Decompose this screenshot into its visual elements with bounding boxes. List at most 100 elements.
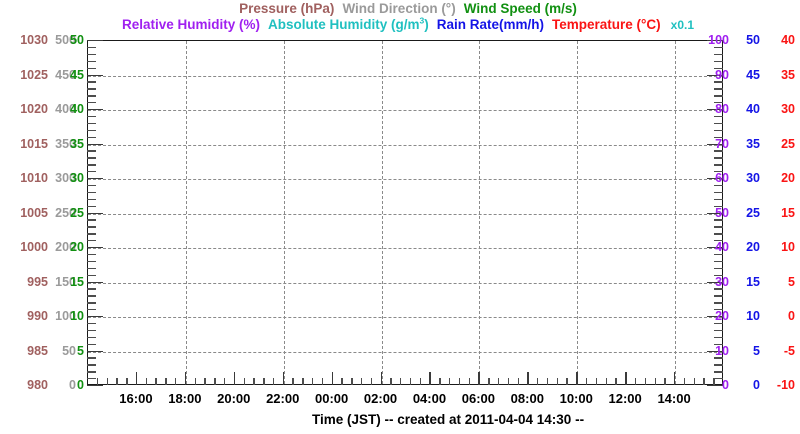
- ytick-label-relative-humidity: 60: [715, 170, 729, 185]
- ytick-minor-left: [87, 95, 96, 97]
- xtick-minor: [497, 378, 500, 385]
- ytick-minor-left: [87, 329, 96, 332]
- ytick-label-temperature: 0: [788, 308, 795, 323]
- xtick-label: 10:00: [559, 391, 593, 406]
- ytick-label-relative-humidity: 10: [715, 343, 729, 358]
- ytick-minor-left: [87, 240, 96, 242]
- xtick-minor: [517, 378, 519, 385]
- ytick-label-rain-rate: 30: [746, 170, 760, 185]
- ytick-minor-left: [87, 309, 96, 311]
- ytick-minor-right: [714, 357, 723, 359]
- ytick-major-right: [707, 316, 723, 318]
- ytick-major-right: [707, 109, 723, 111]
- xtick-label: 08:00: [510, 391, 544, 406]
- vertical-gridline: [675, 41, 677, 384]
- legend-item-absolute-humidity: Absolute Humidity (g/m3): [268, 16, 429, 32]
- ytick-minor-left: [87, 88, 96, 90]
- xtick-minor: [664, 378, 666, 385]
- ytick-minor-right: [714, 309, 723, 311]
- xtick-minor: [223, 378, 226, 385]
- ytick-minor-right: [714, 191, 723, 194]
- ytick-minor-right: [714, 136, 723, 138]
- ytick-major-left: [87, 350, 103, 352]
- ytick-minor-left: [87, 184, 96, 187]
- xtick-minor: [292, 378, 294, 385]
- ytick-minor-left: [87, 343, 96, 345]
- xtick-major: [184, 372, 187, 385]
- ytick-minor-right: [714, 302, 723, 304]
- legend-row-bottom: Relative Humidity (%) Absolute Humidity (…: [0, 16, 800, 33]
- ytick-label-rain-rate: 5: [753, 343, 760, 358]
- legend-item-rain-rate: Rain Rate(mm/h): [436, 17, 544, 32]
- xtick-minor: [194, 378, 197, 385]
- ytick-minor-right: [714, 336, 723, 339]
- ytick-minor-right: [714, 226, 723, 228]
- ytick-minor-right: [714, 46, 723, 49]
- ytick-minor-left: [87, 136, 96, 138]
- ytick-minor-left: [87, 198, 96, 201]
- ytick-minor-left: [87, 233, 96, 235]
- xtick-minor: [488, 378, 490, 385]
- ytick-label-wind-direction: 0: [69, 377, 76, 392]
- ytick-minor-left: [87, 81, 96, 83]
- ytick-major-left: [87, 109, 103, 111]
- ytick-label-wind-speed: 0: [77, 377, 84, 392]
- ytick-minor-left: [87, 364, 96, 366]
- xtick-minor: [351, 378, 353, 385]
- ytick-label-wind-speed: 10: [70, 308, 84, 323]
- xtick-minor: [243, 378, 245, 385]
- ytick-label-rain-rate: 45: [746, 67, 760, 82]
- xtick-minor: [272, 378, 275, 385]
- ytick-major-right: [707, 212, 723, 214]
- ytick-major-left: [87, 74, 103, 76]
- ytick-minor-right: [714, 253, 723, 256]
- xtick-minor: [419, 378, 422, 385]
- legend-item-pressure: Pressure (hPa): [239, 1, 335, 16]
- vertical-gridline: [479, 41, 481, 384]
- ytick-minor-right: [714, 115, 723, 118]
- ytick-label-temperature: 35: [781, 67, 795, 82]
- ytick-minor-right: [714, 364, 723, 366]
- ytick-minor-right: [714, 295, 723, 297]
- ytick-label-pressure: 1020: [20, 101, 48, 116]
- xtick-minor: [449, 378, 451, 385]
- xaxis-title: Time (JST) -- created at 2011-04-04 14:3…: [311, 412, 585, 427]
- vertical-gridline: [381, 41, 383, 384]
- vertical-gridline: [283, 41, 285, 384]
- ytick-minor-right: [714, 53, 723, 56]
- ytick-minor-right: [714, 60, 723, 63]
- ytick-minor-left: [87, 46, 96, 49]
- ytick-label-wind-speed: 45: [70, 67, 84, 82]
- ytick-minor-left: [87, 171, 96, 173]
- xtick-minor: [321, 378, 324, 385]
- ytick-minor-right: [714, 198, 723, 201]
- ytick-label-pressure: 995: [27, 274, 48, 289]
- ytick-minor-right: [714, 102, 723, 104]
- ytick-label-temperature: 25: [781, 136, 795, 151]
- xtick-major: [135, 372, 138, 385]
- ytick-label-wind-speed: 20: [70, 239, 84, 254]
- ytick-minor-left: [87, 357, 96, 359]
- ytick-minor-left: [87, 260, 96, 263]
- xtick-minor: [126, 378, 128, 385]
- vertical-gridline: [577, 41, 579, 384]
- legend-label-suffix-absolute-humidity: ): [424, 17, 429, 32]
- ytick-label-wind-speed: 40: [70, 101, 84, 116]
- xtick-minor: [409, 378, 412, 385]
- xtick-minor: [341, 378, 343, 385]
- horizontal-gridline: [88, 144, 722, 146]
- ytick-label-wind-direction: 150: [55, 274, 76, 289]
- ytick-minor-right: [714, 371, 723, 373]
- xtick-major: [625, 372, 627, 385]
- ytick-label-wind-speed: 25: [70, 205, 84, 220]
- xtick-label: 16:00: [119, 391, 153, 406]
- ytick-minor-right: [714, 343, 723, 345]
- ytick-label-temperature: 40: [781, 32, 795, 47]
- xtick-minor: [595, 378, 598, 385]
- xtick-minor: [615, 378, 617, 385]
- xtick-minor: [360, 378, 363, 385]
- xtick-minor: [106, 378, 108, 385]
- ytick-label-relative-humidity: 0: [722, 377, 729, 392]
- xtick-minor: [683, 378, 686, 385]
- ytick-label-wind-direction: 50: [62, 343, 76, 358]
